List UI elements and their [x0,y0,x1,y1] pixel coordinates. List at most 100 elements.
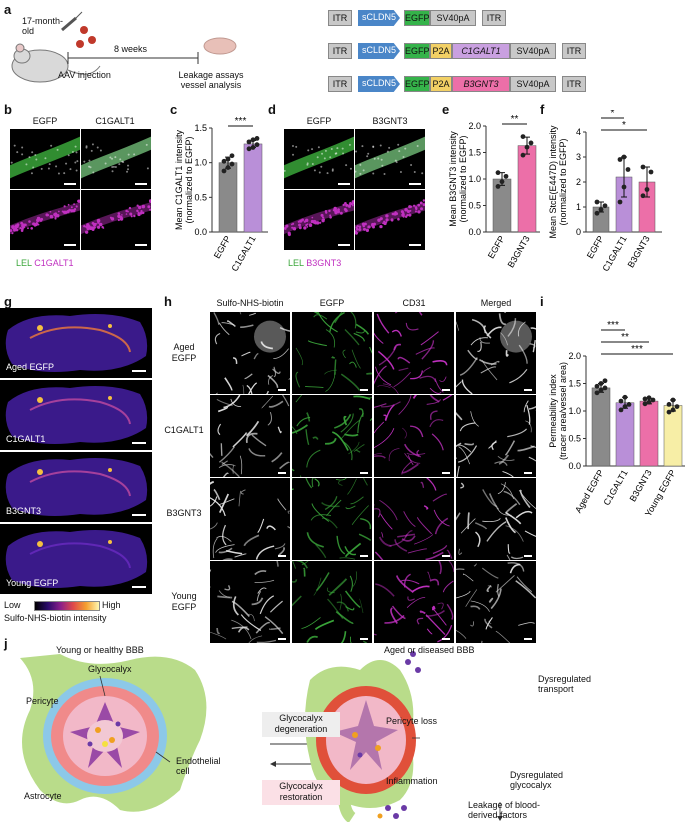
y-tick-label: 0 [576,227,581,237]
y-tick-label: 0.5 [468,201,481,211]
duration-label: 8 weeks [114,44,148,54]
bar [243,143,263,233]
significance-label: *** [235,116,247,127]
degeneration-box: Glycocalyx degeneration [262,712,340,737]
data-point [646,395,652,401]
construct-element-p2a: P2A [430,76,452,92]
data-point [622,404,628,409]
y-tick-label: 2.0 [568,351,581,361]
panel-label-j: j [4,636,8,651]
significance-label: ** [621,332,629,343]
data-point [625,167,631,172]
y-tick-label: 1.0 [468,174,481,184]
y-axis-label-unit: (normalized to EGFP) [458,135,468,222]
vessel-image-tile [456,395,536,477]
brain-section: C1GALT1 [0,380,152,450]
panel-label-d: d [268,102,276,117]
data-point [503,173,509,179]
data-point [254,142,260,148]
data-point [225,165,231,170]
panel-b-col-c1galt1: C1GALT1 [95,116,135,126]
data-point [650,397,656,403]
data-point [602,385,608,391]
significance-label: * [622,120,626,131]
right-bbb-title: Aged or diseased BBB [384,645,475,655]
x-tick-label: Aged EGFP [573,468,606,515]
significance-label: ** [511,114,519,125]
x-tick-label: B3GNT3 [506,234,532,269]
y-axis-label: Mean C1GALT1 intensity [174,130,184,230]
bar [615,402,635,467]
chart-f: 0 1 2 3 4 Mean StcE(E447D) intensity (normaliz… [548,110,662,273]
panel-h-col-label: EGFP [319,298,345,308]
panel-label-b: b [4,102,12,117]
panel-h-col-label: Sulfo-NHS-biotin [216,298,284,308]
y-axis-label-unit: (tracer area/vessel area) [558,362,568,460]
data-point [499,179,505,185]
panel-label-g: g [4,294,12,309]
data-point [644,187,650,192]
x-tick-label: B3GNT3 [628,468,654,503]
micrograph-tile [10,190,80,250]
data-point [621,184,627,190]
data-point [598,207,604,212]
data-point [594,199,600,205]
data-point [524,144,530,150]
construct-element-scldn5: sCLDN5 [358,43,400,59]
brain-section-label: B3GNT3 [6,506,42,516]
bar [517,145,537,233]
chart-i: 0.0 0.5 1.0 1.5 2.0 Permeability index (tracer… [548,320,685,518]
mouse-age-label: 17-month-old [22,16,64,36]
vessel-image-tile [210,561,290,643]
vessel-image-tile [292,561,372,643]
colorbar-high: High [102,600,121,610]
y-tick-label: 1.0 [194,158,207,168]
micrograph-tile [81,129,151,189]
brain-section: Aged EGFP [0,308,152,378]
restoration-box: Glycocalyx restoration [262,780,340,805]
x-tick-label: B3GNT3 [626,234,652,269]
pericyte-loss-label: Pericyte loss [386,716,438,726]
vessel-image-tile [210,478,290,560]
y-tick-label: 0.5 [568,434,581,444]
bar [639,400,659,467]
data-point [495,170,501,176]
vessel-image-tile [374,395,454,477]
data-point [602,203,608,209]
significance-label: *** [631,344,643,355]
x-tick-label: C1GALT1 [229,234,257,273]
bar [591,387,611,467]
data-point [246,139,252,145]
construct-element-itr: ITR [562,43,586,59]
data-point [598,381,604,386]
data-point [640,164,646,170]
brain-section: Young EGFP [0,524,152,594]
construct-element-sv40pa: SV40pA [510,43,556,59]
vessel-image-tile [210,312,290,394]
panel-label-i: i [540,294,544,309]
x-tick-label: EGFP [585,234,606,260]
data-point [640,193,646,199]
micrograph-tile [284,129,354,189]
y-tick-label: 0.0 [568,461,581,471]
data-point [622,394,628,400]
y-tick-label: 1.5 [468,148,481,158]
panel-h-col-label: CD31 [402,298,426,308]
micrograph-tile [355,129,425,189]
data-point [666,409,672,415]
injection-label: AAV injection [58,70,111,80]
construct-element-itr: ITR [562,76,586,92]
y-tick-label: 4 [576,127,581,137]
y-tick-label: 0.0 [468,227,481,237]
vessel-image-tile [292,312,372,394]
transport-label: Dysregulated transport [538,674,592,694]
y-axis-label-unit: (normalized to EGFP) [558,138,568,225]
panel-label-c: c [170,102,178,117]
vessel-image-tile [374,312,454,394]
y-tick-label: 0.0 [194,227,207,237]
data-point [618,407,624,413]
vessel-image-tile [456,561,536,643]
data-point [594,383,600,389]
data-point [617,157,623,162]
data-point [618,398,624,404]
